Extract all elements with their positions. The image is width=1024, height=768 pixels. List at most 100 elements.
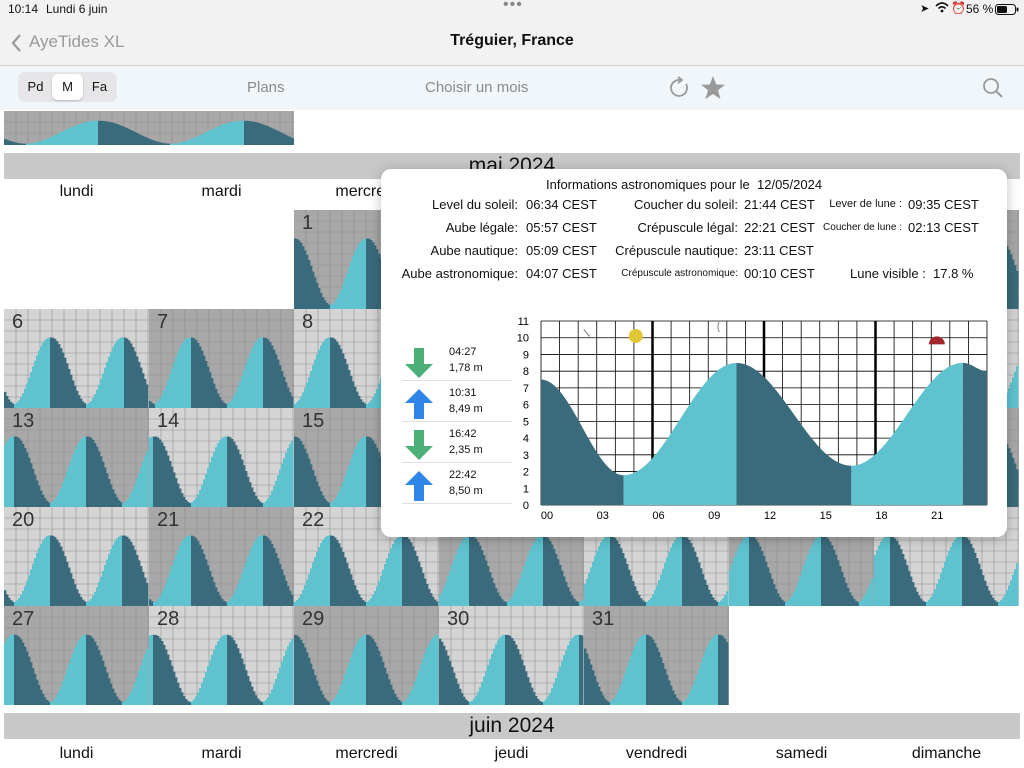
civil-dawn-label: Aube légale: <box>445 220 518 235</box>
civil-dusk-value: 22:21 CEST <box>744 220 815 235</box>
segment-m[interactable]: M <box>52 74 83 100</box>
moon-visible-label: Lune visible : <box>850 266 926 281</box>
tide-height: 1,78 m <box>449 362 483 374</box>
nautical-dawn-label: Aube nautique: <box>430 243 518 258</box>
x-tick-label: 09 <box>708 510 720 522</box>
popover-title: Informations astronomiques pour le <box>546 177 750 192</box>
calendar-day-cell[interactable]: 29 <box>294 606 439 705</box>
sunset-value: 21:44 CEST <box>744 197 815 212</box>
location-icon: ➤ <box>920 3 930 15</box>
sun-icon <box>628 329 643 344</box>
arrow-down-icon <box>405 348 433 378</box>
previous-month-days-strip <box>4 111 295 178</box>
choose-month-button[interactable]: Choisir un mois <box>425 79 529 96</box>
tide-time: 10:31 <box>449 387 477 399</box>
day-number: 28 <box>157 608 180 630</box>
alarm-icon: ⏰ <box>951 1 966 15</box>
y-tick-label: 0 <box>523 500 529 512</box>
star-icon[interactable] <box>700 75 726 101</box>
astronomical-dusk-value: 00:10 CEST <box>744 266 815 281</box>
status-time: 10:14 <box>8 2 39 16</box>
weekday-mardi: mardi <box>201 745 242 762</box>
status-date: Lundi 6 juin <box>46 2 108 16</box>
battery-icon <box>995 4 1019 19</box>
falling-tide-segment <box>736 362 852 505</box>
calendar-day-cell[interactable]: 13 <box>4 408 149 507</box>
day-number: 31 <box>592 608 615 630</box>
x-tick-label: 00 <box>541 510 553 522</box>
calendar-day-cell[interactable]: 21 <box>149 507 294 606</box>
page-title: Tréguier, France <box>450 32 574 49</box>
tide-extreme-row: 10:31 8,49 m <box>402 384 512 422</box>
day-number: 27 <box>12 608 35 630</box>
weekday-mardi: mardi <box>201 183 242 200</box>
search-icon[interactable] <box>982 77 1004 99</box>
month-header-juin: juin 2024 <box>4 713 1020 739</box>
moon-icon <box>928 336 945 345</box>
day-number: 6 <box>12 311 24 333</box>
segment-pd[interactable]: Pd <box>27 79 44 94</box>
x-tick-label: 06 <box>652 510 664 522</box>
weekday-samedi: samedi <box>775 745 828 762</box>
weekday-jeudi: jeudi <box>494 745 529 762</box>
day-number: 20 <box>12 509 35 531</box>
calendar-day-cell[interactable]: 24 <box>584 507 729 606</box>
y-tick-label: 10 <box>517 333 529 345</box>
multitask-dots-icon[interactable]: ••• <box>503 0 523 13</box>
arrow-up-icon <box>405 471 433 501</box>
arrow-down-icon <box>405 430 433 460</box>
weekday-vendredi: vendredi <box>625 745 688 762</box>
day-number: 7 <box>157 311 169 333</box>
y-tick-label: 5 <box>523 416 529 428</box>
nautical-dawn-value: 05:09 CEST <box>526 243 597 258</box>
weekday-lundi: lundi <box>59 745 94 762</box>
sunrise-label: Level du soleil: <box>432 197 518 212</box>
calendar-day-cell[interactable]: 14 <box>149 408 294 507</box>
rising-tide-segment <box>623 362 737 505</box>
y-tick-label: 3 <box>523 450 529 462</box>
y-tick-label: 4 <box>523 433 529 445</box>
battery-percent: 56 % <box>966 2 994 16</box>
day-number: 14 <box>157 410 180 432</box>
civil-dusk-label: Crépuscule légal: <box>637 220 738 235</box>
day-number: 1 <box>302 212 314 234</box>
tide-extreme-row: 22:42 8,50 m <box>402 466 512 504</box>
x-tick-label: 21 <box>931 510 943 522</box>
moonset-marker-icon <box>583 329 591 337</box>
astronomical-dawn-value: 04:07 CEST <box>526 266 597 281</box>
calendar-day-cell[interactable]: 31 <box>584 606 729 705</box>
wifi-icon <box>935 1 949 16</box>
weekday-dimanche: dimanche <box>911 745 982 762</box>
day-number: 29 <box>302 608 325 630</box>
weekday-lundi: lundi <box>59 183 94 200</box>
calendar-day-cell[interactable]: 6 <box>4 309 149 408</box>
nautical-dusk-value: 23:11 CEST <box>744 243 814 258</box>
day-number: 30 <box>447 608 470 630</box>
tide-time: 16:42 <box>449 428 477 440</box>
calendar-day-cell[interactable]: 20 <box>4 507 149 606</box>
toolbar: Pd M Fa Plans Choisir un mois <box>0 66 1024 110</box>
day-number: 21 <box>157 509 180 531</box>
y-tick-label: 9 <box>523 349 529 361</box>
refresh-icon[interactable] <box>669 76 691 100</box>
day-number: 15 <box>302 410 325 432</box>
segment-fa[interactable]: Fa <box>91 79 108 94</box>
moonset-value: 02:13 CEST <box>908 220 979 235</box>
x-tick-label: 03 <box>597 510 609 522</box>
calendar-day-cell[interactable]: 27 <box>4 606 149 705</box>
tide-height: 8,50 m <box>449 485 483 497</box>
plans-button[interactable]: Plans <box>247 79 285 96</box>
calendar-day-cell[interactable]: 28 <box>149 606 294 705</box>
sunrise-value: 06:34 CEST <box>526 197 597 212</box>
moonset-label: Coucher de lune : <box>823 222 902 233</box>
calendar-day-cell[interactable]: 30 <box>439 606 584 705</box>
day-number: 13 <box>12 410 35 432</box>
astronomical-info-popover: Informations astronomiques pour le 12/05… <box>381 169 1007 537</box>
navigation-bar: AyeTides XL Tréguier, France <box>0 20 1024 66</box>
calendar-day-cell[interactable]: 7 <box>149 309 294 408</box>
y-tick-label: 7 <box>523 383 529 395</box>
view-mode-segmented-control: Pd M Fa <box>18 72 117 102</box>
calendar-day-cell[interactable]: 22 <box>294 507 439 606</box>
astronomical-dawn-label: Aube astronomique: <box>401 266 518 281</box>
weekday-mercredi: mercredi <box>335 745 398 762</box>
